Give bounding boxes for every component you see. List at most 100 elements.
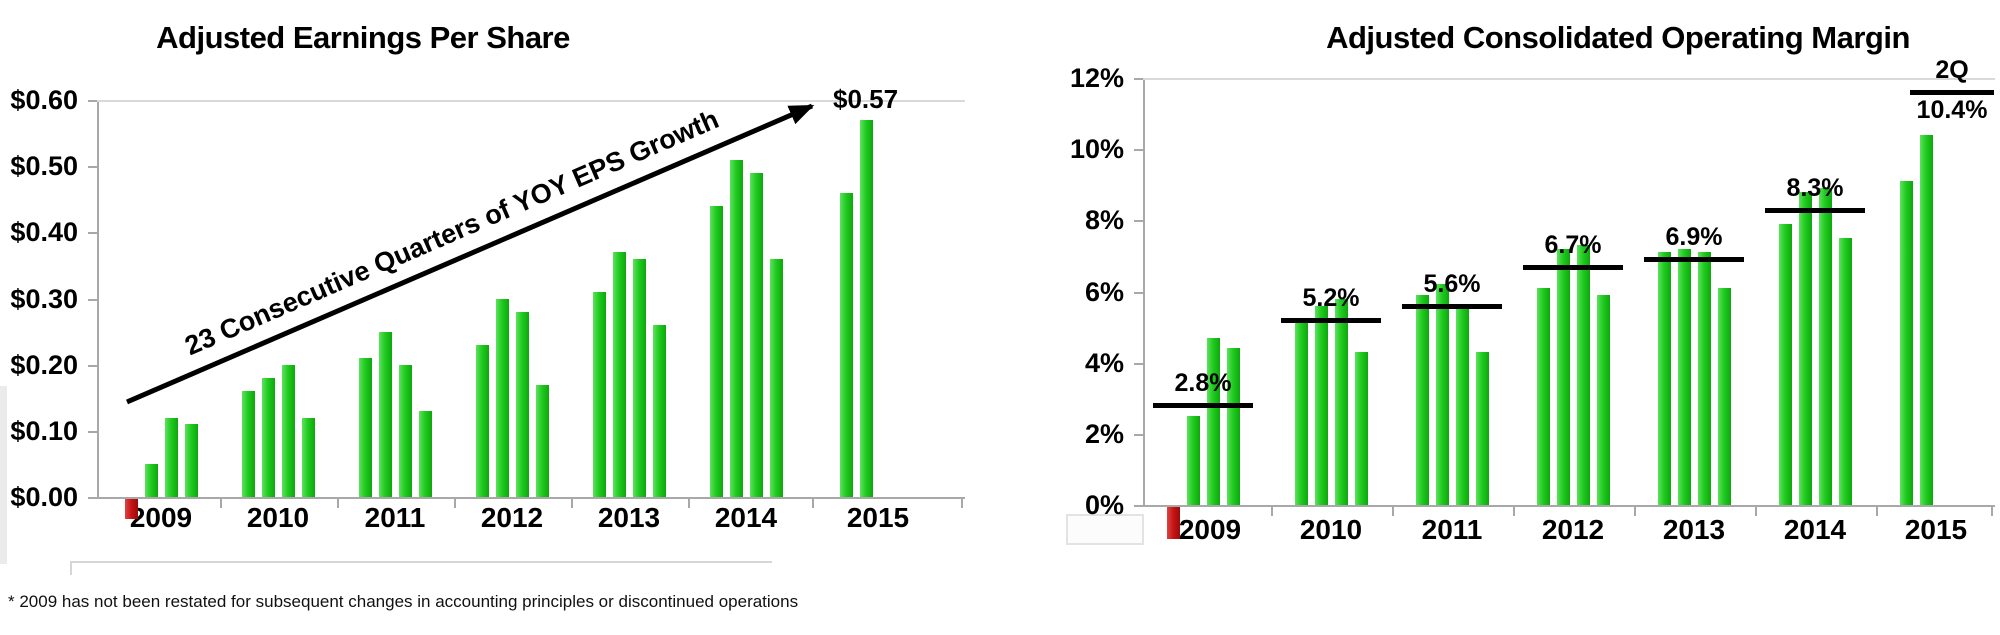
x-axis-tick [812, 499, 814, 508]
bar-2013-q4 [652, 324, 666, 497]
bar-2013-q4 [1717, 287, 1731, 505]
bar-2011-q1 [358, 358, 372, 497]
bar-2009-q1 [1166, 507, 1180, 540]
y-axis-line [1143, 78, 1145, 507]
bar-2009-q4 [184, 424, 198, 497]
bar-2009-q2 [1186, 416, 1200, 505]
bar-2009-q1 [124, 499, 138, 519]
bar-2009-q4 [1226, 348, 1240, 505]
bar-2012-q1 [475, 344, 489, 497]
bar-2014-q1 [1778, 223, 1792, 505]
x-axis-label-2010: 2010 [1299, 514, 1363, 545]
y-axis-label: 8% [1084, 205, 1124, 236]
y-axis-label: 6% [1084, 276, 1124, 307]
avg-label-2012: 6.7% [1544, 230, 1602, 259]
x-axis-tick [961, 499, 963, 508]
y-axis-label: 4% [1084, 347, 1124, 378]
y-axis-label: $0.00 [10, 482, 78, 512]
bar-2013-q3 [632, 258, 646, 497]
x-axis-label-2015: 2015 [846, 502, 910, 533]
bar-2014-q4 [1838, 238, 1852, 505]
bar-2011-q2 [378, 331, 392, 497]
bar-2011-q2 [1435, 284, 1449, 505]
avg-label-2013: 6.9% [1665, 223, 1723, 252]
y-axis-label: $0.60 [10, 85, 78, 115]
q2-value-label: 10.4% [1916, 96, 1988, 124]
y-axis-tick [88, 298, 97, 301]
margin-plot-area: 12% 10% 8% 6% 4% 2% 0% 2009 2.8% 2010 5.2% 2011 5.6%… [1000, 0, 2000, 635]
margin-chart-title: Adjusted Consolidated Operating Margin [1326, 20, 1910, 55]
y-axis-tick [88, 430, 97, 433]
screenshot-edge-artifact [0, 386, 7, 564]
bar-2011-q1 [1415, 295, 1429, 505]
bar-2012-q1 [1536, 287, 1550, 505]
bar-2013-q2 [1677, 248, 1691, 505]
bar-2010-q1 [1294, 319, 1308, 505]
bar-2014-q3 [1818, 188, 1832, 505]
bar-2013-q1 [1657, 252, 1671, 505]
bar-2010-q3 [281, 364, 295, 497]
x-axis-label-2011: 2011 [1421, 514, 1483, 545]
bar-2011-q3 [1455, 309, 1469, 505]
x-axis-tick [570, 499, 573, 508]
y-axis-label: $0.50 [10, 151, 78, 182]
x-axis-tick [687, 499, 690, 508]
bar-2010-q2 [261, 377, 275, 497]
y-axis-tick [88, 232, 97, 235]
bar-2014-q4 [769, 258, 783, 497]
margin-chart-panel: Adjusted Consolidated Operating Margin 1… [1000, 0, 2000, 635]
avg-line-2010 [1281, 317, 1381, 323]
y-axis-label: $0.40 [10, 217, 78, 248]
bar-2011-q4 [1475, 351, 1489, 505]
x-axis-tick [1875, 507, 1878, 516]
chart-frame-artifact [1066, 514, 1144, 545]
y-axis-tick [1134, 220, 1143, 223]
bar-2015-q2 [859, 119, 873, 497]
q2-period-label: 2Q [1935, 56, 1969, 84]
y-axis-label: $0.20 [10, 349, 78, 380]
y-axis-label: 2% [1084, 418, 1124, 449]
avg-line-2014 [1765, 207, 1865, 213]
x-axis-tick [1754, 507, 1757, 516]
x-axis-label-2009: 2009 [1178, 514, 1242, 545]
x-axis-label-2014: 2014 [1783, 514, 1847, 545]
top-gridline [1143, 78, 1995, 80]
bar-2014-q2 [1798, 191, 1812, 505]
bar-2015-q1 [839, 192, 853, 497]
avg-line-2013 [1644, 257, 1744, 263]
x-axis-tick [1270, 507, 1273, 516]
x-axis-label-2013: 2013 [1662, 514, 1726, 545]
x-axis-label-2012: 2012 [480, 502, 544, 533]
x-axis-label-2015: 2015 [1904, 514, 1968, 545]
x-axis-label-2009: 2009 [129, 502, 193, 533]
growth-arrow [126, 103, 815, 405]
x-axis-label-2014: 2014 [714, 502, 778, 533]
y-axis-label: 10% [1069, 134, 1124, 165]
bar-2010-q4 [301, 417, 315, 497]
y-axis-tick [88, 166, 97, 169]
bar-2011-q3 [398, 364, 412, 497]
avg-line-2012 [1523, 264, 1623, 270]
bar-2009-q3 [164, 417, 178, 497]
bar-2009-q3 [1206, 337, 1220, 505]
y-axis-tick [88, 497, 97, 499]
y-axis-label: 0% [1084, 490, 1124, 520]
bar-2015-q2 [1919, 134, 1933, 505]
q2-underline [1910, 90, 1994, 95]
eps-plot-area: $0.60 $0.50 $0.40 $0.30 $0.20 $0.10 $0.00 2009 2… [10, 85, 965, 533]
x-axis-label-2013: 2013 [597, 502, 661, 533]
y-axis-tick [88, 364, 97, 367]
x-axis-tick [336, 499, 339, 508]
y-axis-tick [1134, 78, 1143, 80]
bar-2014-q2 [729, 159, 743, 497]
y-axis-label: 12% [1069, 63, 1124, 93]
y-axis-tick [88, 100, 97, 102]
x-axis-label-2011: 2011 [364, 502, 426, 533]
footnote: * 2009 has not been restated for subsequ… [8, 592, 799, 611]
bar-2012-q3 [1576, 245, 1590, 505]
chart-frame-artifact [70, 561, 772, 575]
x-axis-label-2012: 2012 [1541, 514, 1605, 545]
x-axis-line [1143, 505, 1995, 507]
y-axis-label: $0.10 [10, 415, 78, 446]
